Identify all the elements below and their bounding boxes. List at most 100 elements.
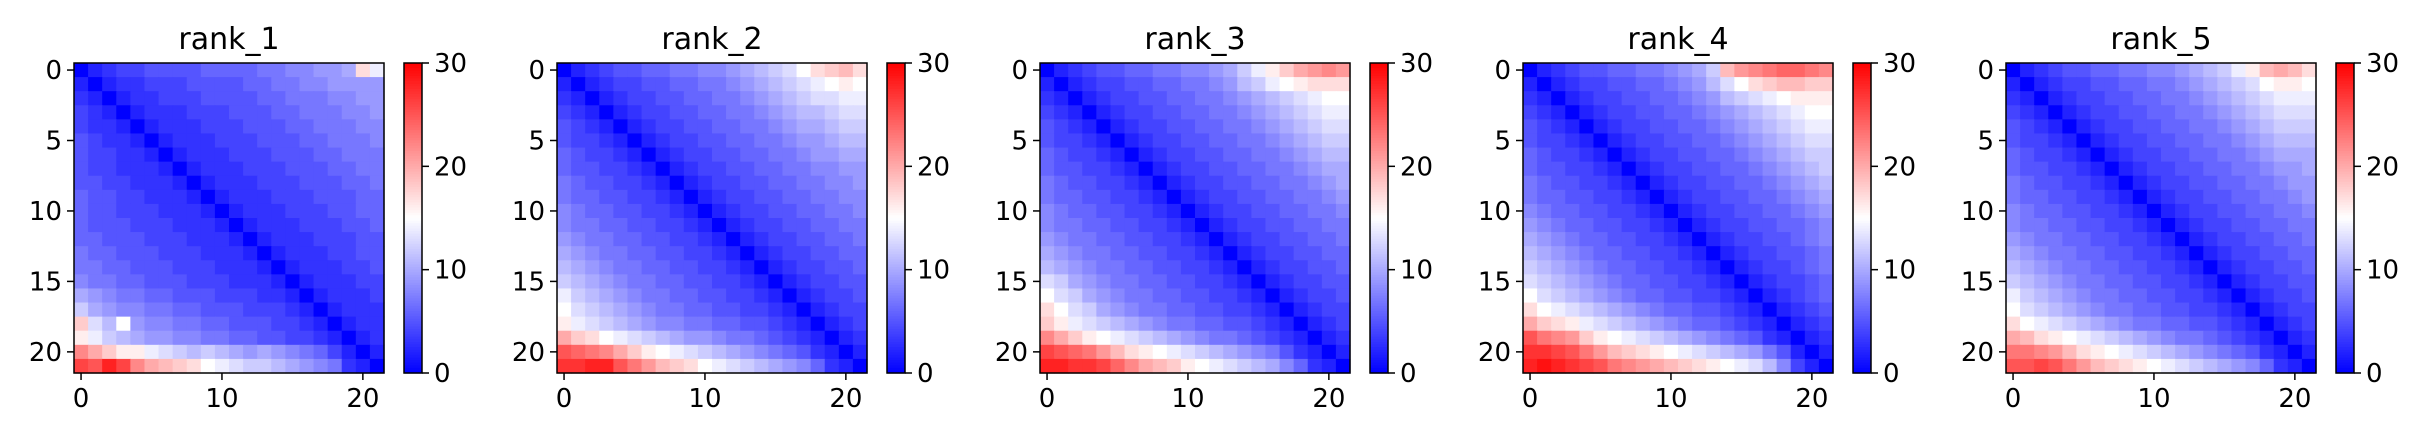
heatmap-cell xyxy=(1152,91,1168,106)
heatmap-cell xyxy=(1692,288,1707,304)
colorbar-segment xyxy=(404,326,422,330)
heatmap-cell xyxy=(627,175,643,191)
heatmap-cell xyxy=(1649,105,1665,120)
rank_2-axes-frame xyxy=(556,62,868,374)
heatmap-cell xyxy=(1776,189,1792,205)
colorbar-segment xyxy=(2336,88,2354,93)
heatmap-cell xyxy=(2132,260,2148,275)
heatmap-cell xyxy=(754,91,769,106)
heatmap-cell xyxy=(158,316,174,332)
heatmap-cell xyxy=(1209,119,1224,135)
heatmap-cell xyxy=(1776,105,1792,120)
heatmap-cell xyxy=(1720,358,1735,374)
heatmap-cell xyxy=(1565,91,1580,106)
heatmap-cell xyxy=(243,288,258,304)
heatmap-cell xyxy=(2287,63,2303,78)
heatmap-cell xyxy=(74,133,89,149)
heatmap-cell xyxy=(1762,77,1778,92)
heatmap-cell xyxy=(1293,344,1309,360)
heatmap-cell xyxy=(144,344,160,360)
heatmap-cell xyxy=(2245,133,2261,149)
heatmap-cell xyxy=(1082,302,1097,318)
heatmap-cell xyxy=(2161,344,2176,360)
heatmap-cell xyxy=(144,302,160,318)
heatmap-cell xyxy=(214,302,230,318)
heatmap-cell xyxy=(1748,232,1764,247)
colorbar-segment xyxy=(1853,68,1871,72)
colorbar-segment xyxy=(887,104,905,108)
colorbar-segment xyxy=(887,192,905,196)
heatmap-cell xyxy=(1579,105,1595,120)
heatmap-cell xyxy=(1082,133,1097,149)
heatmap-cell xyxy=(2217,288,2233,304)
colorbar-segment xyxy=(1370,81,1388,85)
heatmap-cell xyxy=(1096,330,1112,346)
y-tick-label: 0 xyxy=(1011,56,1028,86)
heatmap-cell xyxy=(172,274,188,290)
heatmap-cell xyxy=(1335,358,1351,374)
colorbar-segment xyxy=(404,236,422,240)
heatmap-cell xyxy=(1621,344,1637,360)
heatmap-cell xyxy=(838,288,854,304)
heatmap-cell xyxy=(1068,274,1083,290)
heatmap-cell xyxy=(726,274,741,290)
heatmap-cell xyxy=(2048,189,2063,205)
heatmap-cell xyxy=(1307,105,1323,120)
heatmap-cell xyxy=(1621,260,1637,275)
colorbar-segment xyxy=(2336,181,2354,186)
heatmap-cell xyxy=(229,147,244,163)
colorbar-segment xyxy=(404,218,422,222)
heatmap-cell xyxy=(200,218,216,233)
heatmap-cell xyxy=(754,316,769,332)
rank_5-axes-frame xyxy=(2005,62,2317,374)
colorbar-segment xyxy=(887,339,905,343)
heatmap-cell xyxy=(2132,232,2148,247)
colorbar-segment xyxy=(887,156,905,160)
heatmap-cell xyxy=(697,358,713,374)
heatmap-cell xyxy=(782,119,798,135)
heatmap-cell xyxy=(782,232,798,247)
heatmap-cell xyxy=(2203,218,2218,233)
heatmap-cell xyxy=(200,302,216,318)
heatmap-cell xyxy=(2076,91,2092,106)
heatmap-cell xyxy=(1110,133,1126,149)
heatmap-cell xyxy=(1251,358,1267,374)
heatmap-cell xyxy=(2034,288,2049,304)
heatmap-cell xyxy=(641,260,657,275)
heatmap-cell xyxy=(599,274,614,290)
heatmap-cell xyxy=(697,274,713,290)
heatmap-cell xyxy=(186,203,202,219)
heatmap-cell xyxy=(838,161,854,177)
heatmap-cell xyxy=(2245,77,2261,92)
heatmap-cell xyxy=(669,63,685,78)
colorbar-segment xyxy=(887,360,905,364)
colorbar-segment xyxy=(887,238,905,242)
heatmap-cell xyxy=(1251,175,1267,191)
heatmap-cell xyxy=(2006,232,2021,247)
heatmap-cell xyxy=(726,105,741,120)
heatmap-cell xyxy=(1138,344,1154,360)
heatmap-cell xyxy=(641,91,657,106)
heatmap-cell xyxy=(824,147,840,163)
heatmap-cell xyxy=(2034,203,2049,219)
heatmap-cell xyxy=(1138,105,1154,120)
heatmap-cell xyxy=(369,91,385,106)
colorbar-segment xyxy=(404,83,422,87)
heatmap-cell xyxy=(557,288,572,304)
heatmap-cell xyxy=(1649,175,1665,191)
heatmap-cell xyxy=(1209,218,1224,233)
heatmap-cell xyxy=(1692,218,1707,233)
heatmap-cell xyxy=(782,260,798,275)
heatmap-cell xyxy=(1635,302,1651,318)
heatmap-cell xyxy=(1776,274,1792,290)
heatmap-cell xyxy=(782,274,798,290)
heatmap-cell xyxy=(683,330,699,346)
heatmap-cell xyxy=(1790,119,1806,135)
heatmap-cell xyxy=(1804,344,1820,360)
heatmap-cell xyxy=(627,77,643,92)
heatmap-cell xyxy=(1621,63,1637,78)
heatmap-cell xyxy=(1209,260,1224,275)
heatmap-cell xyxy=(257,147,272,163)
heatmap-cell xyxy=(613,316,629,332)
colorbar-segment xyxy=(1853,73,1871,77)
